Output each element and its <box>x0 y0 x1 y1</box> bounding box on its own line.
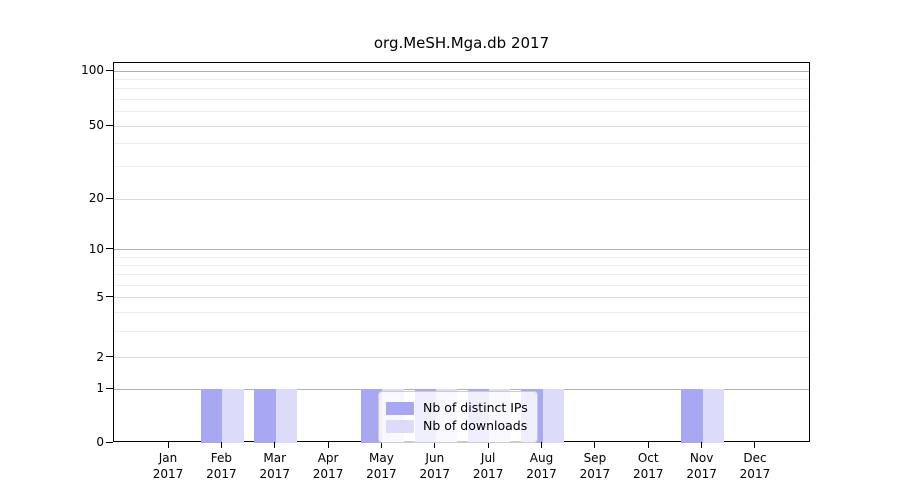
bar-distinct-ips <box>361 389 383 443</box>
y-axis-tick <box>106 124 113 126</box>
legend-item-label: Nb of distinct IPs <box>423 400 528 415</box>
y-axis-tick <box>106 296 113 298</box>
y-axis-tick-label: 1 <box>96 381 104 395</box>
x-axis-tick-label: Jan 2017 <box>152 451 184 481</box>
bar-distinct-ips <box>201 389 223 443</box>
minor-gridline <box>114 88 809 90</box>
x-axis-tick-label: Dec 2017 <box>739 451 771 481</box>
x-axis-tick-label: Mar 2017 <box>259 451 290 481</box>
major-gridline <box>114 70 809 72</box>
minor-gridline <box>114 330 809 332</box>
major-gridline <box>114 125 809 127</box>
y-axis-tick-label: 100 <box>81 63 104 78</box>
minor-gridline <box>114 256 809 258</box>
major-gridline <box>114 297 809 299</box>
bar-downloads <box>222 389 244 443</box>
x-axis-tick-label: Apr 2017 <box>312 451 344 481</box>
x-axis-tick <box>647 442 649 448</box>
legend-swatch-distinct-ips <box>386 401 414 415</box>
minor-gridline <box>114 284 809 286</box>
x-axis-tick-label: Jun 2017 <box>419 451 451 481</box>
bar-downloads <box>542 389 564 443</box>
y-axis-tick <box>106 197 113 199</box>
y-axis-tick <box>106 356 113 358</box>
major-gridline <box>114 198 809 200</box>
x-axis-tick <box>754 442 756 448</box>
y-axis-tick-label: 0 <box>96 435 104 449</box>
legend-swatch-downloads <box>386 419 414 433</box>
y-axis-tick-label: 5 <box>96 289 104 304</box>
minor-gridline <box>114 143 809 145</box>
minor-gridline <box>114 264 809 266</box>
y-axis-tick-label: 2 <box>96 349 104 364</box>
x-axis-tick-label: May 2017 <box>366 451 397 481</box>
x-axis-tick <box>541 442 543 448</box>
x-axis-tick-label: Nov 2017 <box>686 451 717 481</box>
minor-gridline <box>114 274 809 276</box>
x-axis-tick-label: Sep 2017 <box>579 451 611 481</box>
x-axis-tick <box>487 442 489 448</box>
legend: Nb of distinct IPs Nb of downloads <box>378 391 538 443</box>
minor-gridline <box>114 111 809 113</box>
legend-item: Nb of distinct IPs <box>386 400 528 416</box>
minor-gridline <box>114 98 809 100</box>
x-axis-tick <box>327 442 329 448</box>
y-axis-tick-label: 10 <box>88 241 104 256</box>
x-axis-tick-label: Jul 2017 <box>472 451 504 481</box>
x-axis-tick <box>274 442 276 448</box>
x-axis-tick-label: Aug 2017 <box>526 451 557 481</box>
y-axis-tick <box>106 248 113 250</box>
minor-gridline <box>114 166 809 168</box>
y-axis-tick-label: 20 <box>88 191 104 205</box>
chart-title: org.MeSH.Mga.db 2017 <box>373 34 550 52</box>
x-axis-tick <box>701 442 703 448</box>
y-axis-tick <box>106 441 113 443</box>
x-axis-tick <box>594 442 596 448</box>
minor-gridline <box>114 312 809 314</box>
x-axis-tick-label: Oct 2017 <box>632 451 664 481</box>
x-axis-tick <box>380 442 382 448</box>
major-gridline <box>114 357 809 359</box>
legend-item-label: Nb of downloads <box>423 418 528 433</box>
x-axis-tick <box>434 442 436 448</box>
y-axis-tick-label: 50 <box>88 118 104 132</box>
bar-downloads <box>702 389 724 443</box>
minor-gridline <box>114 78 809 80</box>
major-gridline <box>114 249 809 251</box>
legend-item: Nb of downloads <box>386 418 528 434</box>
y-axis-tick <box>106 387 113 389</box>
bar-distinct-ips <box>681 389 703 443</box>
x-axis-tick-label: Feb 2017 <box>206 451 237 481</box>
major-gridline <box>114 388 809 390</box>
bar-downloads <box>275 389 298 443</box>
plot-area <box>113 62 810 443</box>
x-axis-tick <box>220 442 222 448</box>
y-axis-tick <box>106 69 113 71</box>
bar-distinct-ips <box>254 389 276 443</box>
x-axis-tick <box>167 442 169 448</box>
